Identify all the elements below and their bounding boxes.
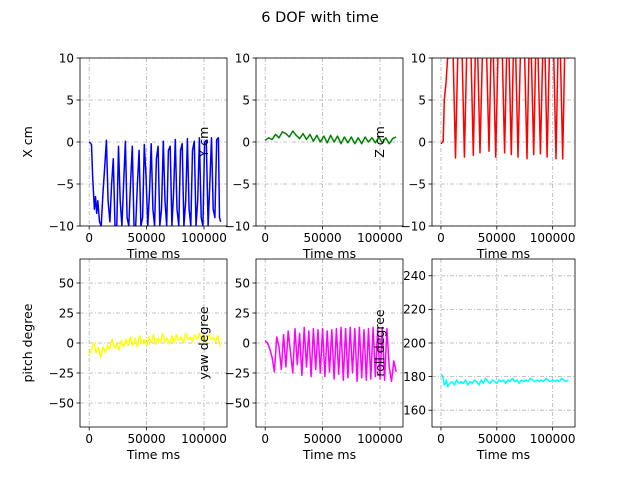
- x-tick-label: 100000: [181, 432, 227, 446]
- series-line-z: [440, 58, 569, 160]
- x-tick-label: 50000: [128, 231, 166, 245]
- x-axis-label: Time ms: [476, 447, 530, 462]
- y-tick-label: 200: [403, 336, 426, 350]
- x-axis-label: Time ms: [126, 447, 180, 462]
- y-tick-label: 220: [403, 303, 426, 317]
- x-tick-label: 0: [85, 231, 93, 245]
- y-tick-label: −25: [49, 366, 74, 380]
- y-tick-label: −5: [232, 177, 250, 191]
- x-tick-label: 100000: [181, 231, 227, 245]
- y-axis-label: pitch degree: [20, 303, 35, 382]
- series-line-roll: [440, 374, 569, 388]
- y-tick-label: 240: [403, 269, 426, 283]
- y-axis-label: yaw degree: [196, 306, 211, 379]
- x-axis-label: Time ms: [126, 246, 180, 261]
- subplot-roll: 0 50000 100000 160 180 200 220 240 Time ms roll d…: [372, 258, 576, 462]
- x-tick-label: 100000: [357, 231, 403, 245]
- y-tick-label: 10: [235, 51, 250, 65]
- y-tick-label: 5: [418, 93, 426, 107]
- series-line-y: [264, 130, 397, 145]
- y-axis-label: X cm: [20, 126, 35, 158]
- y-tick-label: −50: [49, 396, 74, 410]
- y-tick-label: 160: [403, 404, 426, 418]
- x-tick-label: 0: [437, 231, 445, 245]
- y-tick-label: −50: [225, 396, 250, 410]
- y-tick-label: 10: [59, 51, 74, 65]
- x-tick-label: 0: [261, 231, 269, 245]
- series-line-pitch: [88, 332, 221, 359]
- y-tick-label: 0: [242, 135, 250, 149]
- y-tick-label: 0: [66, 135, 74, 149]
- subplot-y: 0 50000 100000 −10 −5 0 5 10 Time ms Y cm: [196, 51, 404, 261]
- y-axis-label: Y cm: [196, 127, 211, 159]
- x-tick-label: 100000: [530, 231, 576, 245]
- y-tick-label: 50: [235, 276, 250, 290]
- y-tick-label: 25: [59, 306, 74, 320]
- y-axis-label: roll degree: [372, 309, 387, 377]
- x-tick-label: 50000: [478, 432, 516, 446]
- x-tick-label: 50000: [304, 432, 342, 446]
- y-axis-label: Z cm: [372, 126, 387, 158]
- subplot-yaw: 0 50000 100000 −50 −25 0 25 50 Time ms yaw degree: [196, 258, 404, 462]
- figure-title: 6 DOF with time: [261, 10, 379, 26]
- series-line-x: [88, 137, 222, 226]
- subplot-x: 0 50000 100000 −10 −5 0 5 10 Time ms X cm: [20, 51, 228, 261]
- x-tick-label: 0: [437, 432, 445, 446]
- x-axis-label: Time ms: [302, 246, 356, 261]
- y-tick-label: 0: [66, 336, 74, 350]
- x-tick-label: 0: [261, 432, 269, 446]
- x-axis-label: Time ms: [302, 447, 356, 462]
- y-tick-label: −10: [49, 219, 74, 233]
- y-tick-label: 50: [59, 276, 74, 290]
- y-tick-label: 0: [418, 135, 426, 149]
- x-tick-label: 100000: [530, 432, 576, 446]
- y-tick-label: 180: [403, 370, 426, 384]
- y-tick-label: 25: [235, 306, 250, 320]
- x-tick-label: 50000: [304, 231, 342, 245]
- y-tick-label: −5: [56, 177, 74, 191]
- subplot-pitch: 0 50000 100000 −50 −25 0 25 50 Time ms pitch degr…: [20, 258, 228, 462]
- y-tick-label: −5: [408, 177, 426, 191]
- x-tick-label: 50000: [478, 231, 516, 245]
- y-tick-label: 5: [242, 93, 250, 107]
- y-tick-label: 10: [411, 51, 426, 65]
- y-tick-label: −25: [225, 366, 250, 380]
- x-tick-label: 50000: [128, 432, 166, 446]
- y-tick-label: 0: [242, 336, 250, 350]
- y-tick-label: 5: [66, 93, 74, 107]
- series-line-yaw: [264, 326, 397, 383]
- x-axis-label: Time ms: [476, 246, 530, 261]
- y-tick-label: −10: [401, 219, 426, 233]
- x-tick-label: 0: [85, 432, 93, 446]
- subplot-z: 0 50000 100000 −10 −5 0 5 10 Time ms Z cm: [372, 51, 576, 261]
- y-tick-label: −10: [225, 219, 250, 233]
- x-tick-label: 100000: [357, 432, 403, 446]
